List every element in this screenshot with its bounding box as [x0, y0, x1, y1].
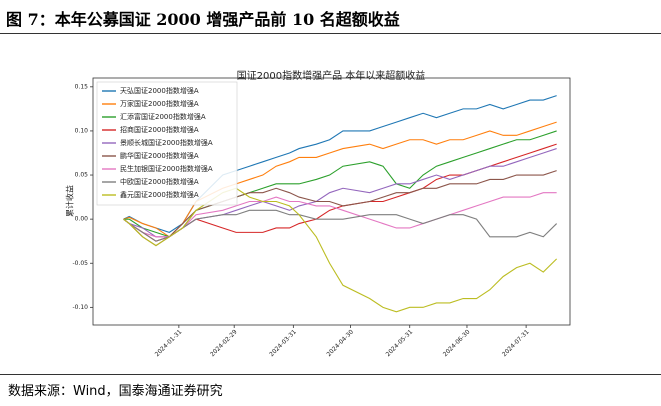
x-tick-label: 2024-01-31 — [154, 328, 184, 358]
series-line — [123, 121, 557, 238]
x-tick-label: 2024-04-30 — [325, 328, 355, 358]
legend-label: 万家国证2000指数增强A — [120, 99, 199, 108]
plot-area — [92, 77, 571, 326]
legend-label: 招商国证2000指数增强A — [120, 125, 199, 134]
y-axis-label: 累计收益 — [65, 185, 75, 217]
series-line — [123, 187, 558, 313]
legend-label: 中欧国证2000指数增强A — [120, 177, 199, 186]
series-line — [123, 170, 557, 247]
chart-title: 国证2000指数增强产品 本年以来超额收益 — [237, 69, 426, 82]
rule — [0, 33, 661, 34]
y-tick-label: 0.10 — [75, 127, 89, 134]
figure-title: 图 7：本年公募国证 2000 增强产品前 10 名超额收益 — [6, 10, 400, 29]
y-tick-label: 0.05 — [75, 172, 89, 179]
x-tick-label: 2024-05-31 — [385, 328, 415, 358]
x-tick-label: 2024-06-30 — [442, 328, 472, 358]
series-line — [123, 209, 558, 242]
y-tick-label: -0.10 — [72, 304, 88, 311]
legend-box — [96, 81, 238, 206]
legend-label: 景顺长城国证2000指数增强A — [120, 138, 213, 147]
y-tick-label: 0.00 — [75, 216, 89, 223]
y-tick-label: 0.15 — [75, 83, 89, 90]
legend-label: 汇添富国证2000指数增强A — [120, 112, 206, 121]
x-tick-label: 2024-02-29 — [209, 328, 239, 358]
x-tick-label: 2024-03-31 — [268, 328, 298, 358]
y-tick-label: -0.05 — [72, 260, 88, 267]
rule — [0, 374, 661, 375]
chart: 国证2000指数增强产品 本年以来超额收益 累计收益 -0.10 -0.05 0.0… — [65, 69, 571, 358]
legend-label: 鹏华国证2000指数增强A — [120, 151, 199, 160]
x-tick-label: 2024-07-31 — [501, 328, 531, 358]
legend-label: 天弘国证2000指数增强A — [120, 86, 199, 95]
source: 数据来源：Wind，国泰海通证券研究 — [8, 384, 223, 399]
legend-label: 鑫元国证2000指数增强A — [120, 190, 199, 199]
legend-label: 民生加银国证2000指数增强A — [120, 164, 213, 173]
